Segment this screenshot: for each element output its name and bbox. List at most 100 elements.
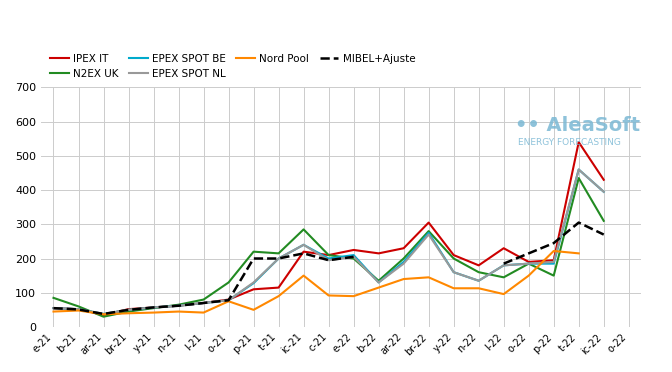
Nord Pool <box>550 249 558 253</box>
N2EX UK <box>550 273 558 278</box>
EPEX SPOT NL <box>149 305 157 310</box>
N2EX UK <box>400 256 408 261</box>
MIBEL+Ajuste <box>325 258 333 263</box>
Nord Pool <box>124 311 132 315</box>
EPEX SPOT NL <box>224 298 233 302</box>
EPEX SPOT BE <box>525 262 533 266</box>
N2EX UK <box>349 256 358 261</box>
N2EX UK <box>149 306 157 310</box>
MIBEL+Ajuste <box>249 256 257 261</box>
N2EX UK <box>275 251 283 256</box>
IPEX IT <box>249 287 257 292</box>
N2EX UK <box>450 256 458 261</box>
EPEX SPOT NL <box>75 307 83 311</box>
EPEX SPOT BE <box>275 256 283 261</box>
Nord Pool <box>200 310 208 315</box>
EPEX SPOT NL <box>99 312 108 316</box>
Nord Pool <box>500 292 508 296</box>
Nord Pool <box>75 308 83 313</box>
Nord Pool <box>525 273 533 278</box>
Nord Pool <box>175 309 183 314</box>
N2EX UK <box>249 250 257 254</box>
EPEX SPOT BE <box>149 305 157 310</box>
EPEX SPOT BE <box>50 306 58 310</box>
IPEX IT <box>550 258 558 263</box>
EPEX SPOT BE <box>425 231 433 235</box>
Nord Pool <box>249 308 257 312</box>
Line: IPEX IT: IPEX IT <box>54 142 603 315</box>
IPEX IT <box>224 297 233 302</box>
Nord Pool <box>425 275 433 279</box>
MIBEL+Ajuste <box>149 305 157 310</box>
IPEX IT <box>374 251 382 256</box>
Nord Pool <box>474 286 482 291</box>
N2EX UK <box>325 253 333 257</box>
IPEX IT <box>349 248 358 252</box>
N2EX UK <box>50 296 58 300</box>
IPEX IT <box>400 246 408 250</box>
EPEX SPOT BE <box>500 263 508 267</box>
Legend: IPEX IT, N2EX UK, EPEX SPOT BE, EPEX SPOT NL, Nord Pool, MIBEL+Ajuste: IPEX IT, N2EX UK, EPEX SPOT BE, EPEX SPO… <box>46 49 419 83</box>
EPEX SPOT BE <box>325 256 333 261</box>
EPEX SPOT NL <box>349 254 358 259</box>
Text: •• AleaSoft: •• AleaSoft <box>515 116 640 135</box>
Nord Pool <box>349 294 358 298</box>
N2EX UK <box>500 275 508 279</box>
EPEX SPOT NL <box>599 190 607 194</box>
IPEX IT <box>200 301 208 305</box>
EPEX SPOT BE <box>599 190 607 194</box>
EPEX SPOT BE <box>450 270 458 275</box>
EPEX SPOT NL <box>249 280 257 285</box>
IPEX IT <box>575 140 583 144</box>
EPEX SPOT NL <box>200 301 208 305</box>
EPEX SPOT NL <box>275 256 283 261</box>
Nord Pool <box>325 293 333 298</box>
N2EX UK <box>124 309 132 314</box>
IPEX IT <box>425 220 433 225</box>
MIBEL+Ajuste <box>50 306 58 310</box>
IPEX IT <box>325 253 333 257</box>
EPEX SPOT BE <box>300 243 308 247</box>
MIBEL+Ajuste <box>200 301 208 305</box>
IPEX IT <box>75 307 83 311</box>
N2EX UK <box>99 314 108 319</box>
EPEX SPOT BE <box>249 281 257 285</box>
Nord Pool <box>50 309 58 314</box>
EPEX SPOT NL <box>525 262 533 266</box>
EPEX SPOT BE <box>550 262 558 266</box>
Nord Pool <box>99 312 108 317</box>
IPEX IT <box>50 306 58 310</box>
N2EX UK <box>175 302 183 307</box>
EPEX SPOT BE <box>200 301 208 305</box>
IPEX IT <box>275 285 283 290</box>
N2EX UK <box>224 280 233 285</box>
IPEX IT <box>124 307 132 311</box>
MIBEL+Ajuste <box>75 307 83 312</box>
EPEX SPOT BE <box>124 308 132 312</box>
MIBEL+Ajuste <box>300 251 308 256</box>
EPEX SPOT BE <box>175 304 183 308</box>
N2EX UK <box>599 219 607 223</box>
EPEX SPOT BE <box>474 279 482 283</box>
EPEX SPOT NL <box>374 280 382 285</box>
IPEX IT <box>149 305 157 310</box>
EPEX SPOT BE <box>400 260 408 264</box>
IPEX IT <box>474 263 482 267</box>
Line: MIBEL+Ajuste: MIBEL+Ajuste <box>54 253 353 314</box>
IPEX IT <box>599 177 607 182</box>
EPEX SPOT BE <box>224 298 233 302</box>
Nord Pool <box>149 310 157 315</box>
EPEX SPOT NL <box>474 279 482 283</box>
IPEX IT <box>500 246 508 250</box>
N2EX UK <box>525 262 533 266</box>
EPEX SPOT NL <box>450 270 458 275</box>
EPEX SPOT NL <box>400 262 408 266</box>
EPEX SPOT NL <box>425 232 433 237</box>
N2EX UK <box>75 304 83 309</box>
MIBEL+Ajuste <box>275 256 283 261</box>
N2EX UK <box>300 227 308 232</box>
Line: N2EX UK: N2EX UK <box>54 178 603 317</box>
EPEX SPOT BE <box>349 253 358 257</box>
MIBEL+Ajuste <box>175 304 183 308</box>
Text: ENERGY FORECASTING: ENERGY FORECASTING <box>518 138 621 147</box>
